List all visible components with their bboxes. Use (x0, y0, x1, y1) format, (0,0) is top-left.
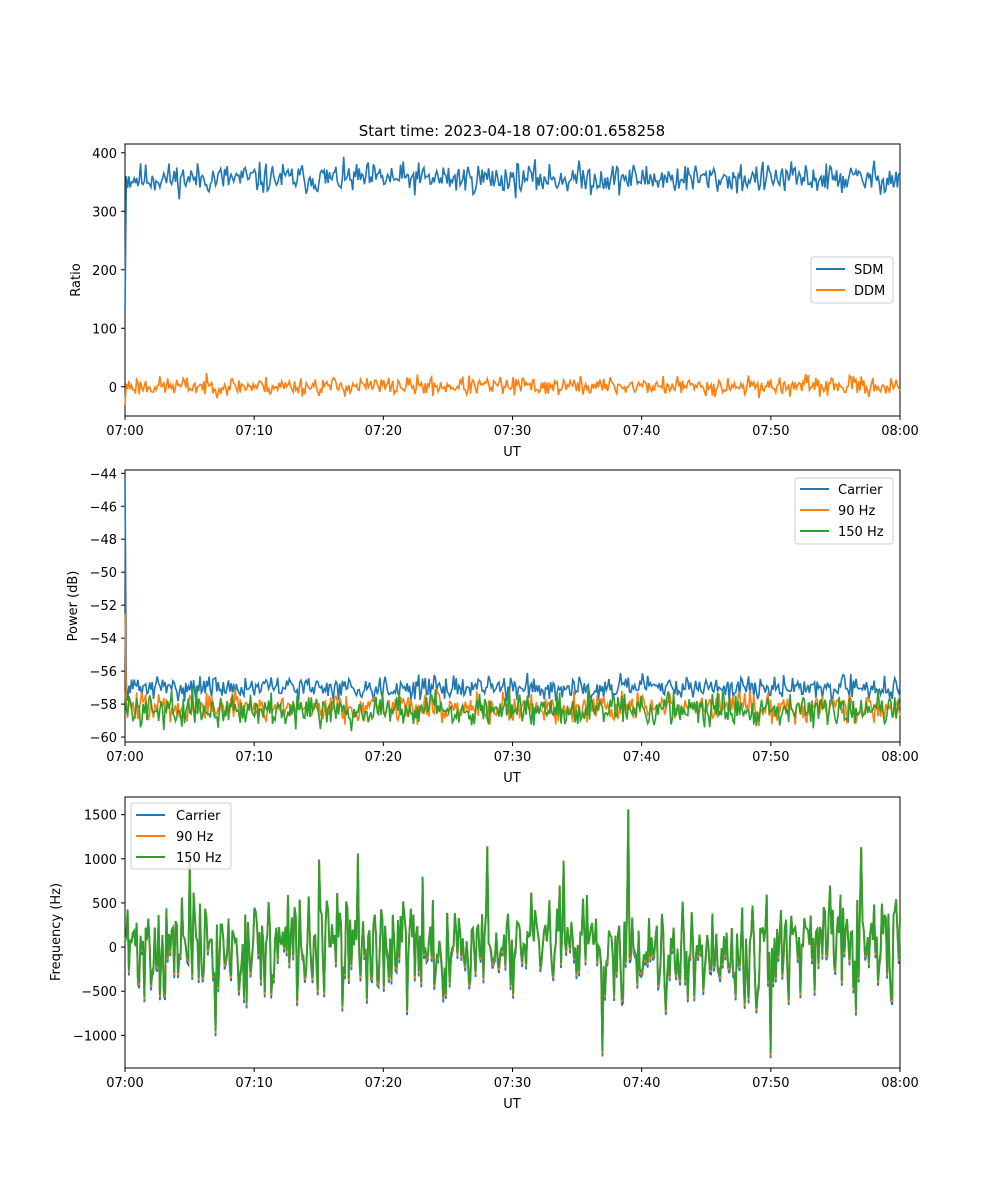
x-tick-label: 08:00 (881, 424, 918, 439)
y-tick-label: −56 (90, 665, 117, 680)
y-tick-label: −48 (90, 533, 117, 548)
x-tick-label: 07:20 (365, 1076, 402, 1091)
x-tick-label: 07:30 (494, 1076, 531, 1091)
x-tick-label: 07:30 (494, 424, 531, 439)
subplot-frequency: UT Frequency (Hz) 07:00 07:10 07:20 07:30 07… (49, 796, 919, 1112)
y-tick-label: 200 (92, 264, 117, 279)
y-tick-label: −1000 (73, 1029, 117, 1044)
power-ylabel: Power (dB) (66, 571, 81, 642)
y-tick-label: 500 (92, 897, 117, 912)
series-line-sdm (124, 156, 901, 312)
subplot-ratio: UT Ratio 07:00 07:10 07:20 07:30 07:40 07:50 0… (69, 143, 919, 460)
x-tick-label: 07:10 (235, 750, 272, 765)
power-legend: Carrier 90 Hz 150 Hz (794, 477, 894, 545)
legend-ddm: DDM (854, 284, 885, 299)
series-line-ddm (124, 372, 901, 406)
frequency-ticks: 07:00 07:10 07:20 07:30 07:40 07:50 08:00 −1000… (73, 809, 919, 1091)
x-tick-label: 07:40 (623, 424, 660, 439)
y-tick-label: −52 (90, 599, 117, 614)
series-line-150-hz (124, 809, 901, 1054)
y-tick-label: −50 (90, 566, 117, 581)
x-tick-label: 07:00 (106, 750, 143, 765)
x-tick-label: 07:50 (752, 1076, 789, 1091)
subplot-power: UT Power (dB) 07:00 07:10 07:20 07:30 07:40 0… (66, 467, 919, 786)
x-tick-label: 07:00 (106, 424, 143, 439)
y-tick-label: −500 (81, 985, 117, 1000)
ratio-xlabel: UT (503, 445, 521, 460)
ratio-legend: SDM DDM (810, 256, 894, 304)
x-tick-label: 07:00 (106, 1076, 143, 1091)
x-tick-label: 07:50 (752, 424, 789, 439)
legend-power-90hz: 90 Hz (838, 504, 875, 519)
series-line-90-hz (124, 613, 901, 727)
frequency-xlabel: UT (503, 1097, 521, 1112)
power-xlabel: UT (503, 771, 521, 786)
x-tick-label: 07:50 (752, 750, 789, 765)
legend-freq-carrier: Carrier (176, 809, 221, 824)
x-tick-label: 07:20 (365, 424, 402, 439)
x-tick-label: 07:30 (494, 750, 531, 765)
y-tick-label: 400 (92, 147, 117, 162)
frequency-ylabel: Frequency (Hz) (49, 883, 64, 981)
y-tick-label: 1500 (84, 809, 117, 824)
legend-power-150hz: 150 Hz (838, 525, 884, 540)
legend-sdm: SDM (854, 263, 883, 278)
legend-freq-90hz: 90 Hz (176, 830, 213, 845)
y-tick-label: −44 (90, 467, 117, 482)
y-tick-label: 0 (109, 381, 117, 396)
x-tick-label: 07:20 (365, 750, 402, 765)
legend-freq-150hz: 150 Hz (176, 851, 222, 866)
y-tick-label: −46 (90, 500, 117, 515)
legend-power-carrier: Carrier (838, 483, 883, 498)
frequency-legend: Carrier 90 Hz 150 Hz (130, 802, 232, 870)
y-tick-label: 0 (109, 941, 117, 956)
x-tick-label: 07:10 (235, 1076, 272, 1091)
y-tick-label: −58 (90, 698, 117, 713)
series-line-150-hz (124, 686, 901, 732)
ratio-ticks: 07:00 07:10 07:20 07:30 07:40 07:50 08:00 0 100 2… (92, 147, 919, 439)
figure-title: Start time: 2023-04-18 07:00:01.658258 (359, 122, 665, 140)
ratio-lines (124, 156, 901, 406)
x-tick-label: 07:10 (235, 424, 272, 439)
ratio-ylabel: Ratio (69, 263, 84, 296)
x-tick-label: 07:40 (623, 750, 660, 765)
y-tick-label: 100 (92, 322, 117, 337)
y-tick-label: −60 (90, 731, 117, 746)
frequency-lines (124, 809, 901, 1059)
y-tick-label: 300 (92, 205, 117, 220)
y-tick-label: 1000 (84, 853, 117, 868)
x-tick-label: 08:00 (881, 750, 918, 765)
y-tick-label: −54 (90, 632, 117, 647)
power-lines (124, 478, 901, 732)
x-tick-label: 08:00 (881, 1076, 918, 1091)
power-ticks: 07:00 07:10 07:20 07:30 07:40 07:50 08:00 −60 −5… (90, 467, 919, 765)
series-line-carrier (124, 478, 901, 704)
x-tick-label: 07:40 (623, 1076, 660, 1091)
